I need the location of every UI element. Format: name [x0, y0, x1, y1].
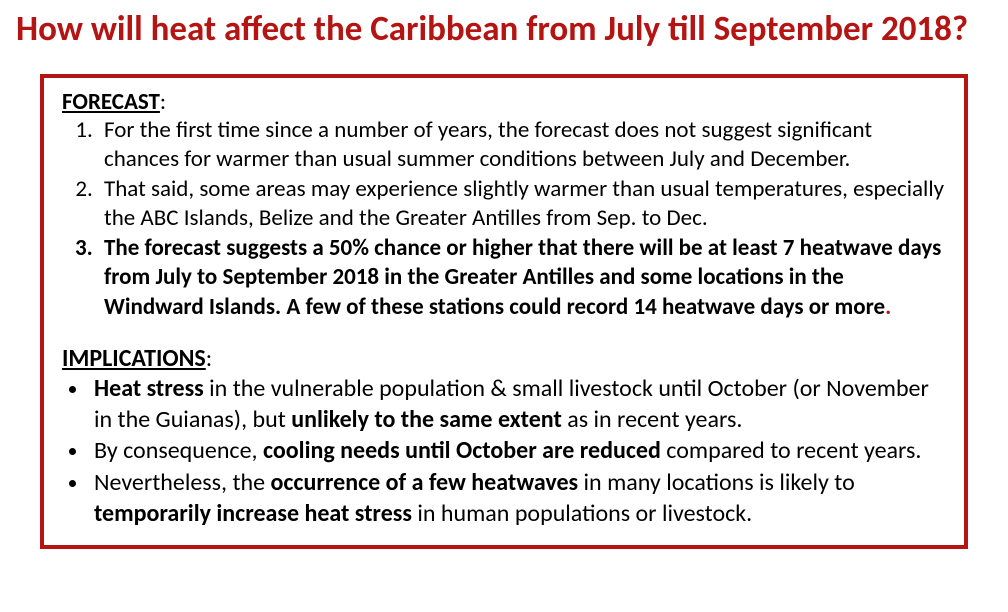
implications-list: Heat stress in the vulnerable population…	[90, 373, 946, 529]
forecast-item-text: That said, some areas may experience sli…	[104, 175, 944, 232]
page-title: How will heat affect the Caribbean from …	[16, 8, 992, 50]
implications-run: as in recent years.	[562, 405, 743, 434]
forecast-colon: :	[160, 88, 166, 116]
forecast-item: For the first time since a number of yea…	[98, 116, 946, 175]
implications-run: temporarily increase heat stress	[94, 499, 412, 528]
implications-run: Heat stress	[94, 374, 204, 403]
forecast-list: For the first time since a number of yea…	[98, 116, 946, 322]
implications-item: By consequence, cooling needs until Octo…	[90, 435, 946, 466]
implications-run: By consequence,	[94, 436, 263, 465]
forecast-label: FORECAST	[62, 88, 160, 116]
implications-run: unlikely to the same extent	[291, 405, 562, 434]
implications-run: cooling needs until October are reduced	[263, 436, 661, 465]
forecast-item-text: The forecast suggests a 50% chance or hi…	[104, 234, 941, 321]
implications-item: Nevertheless, the occurrence of a few he…	[90, 467, 946, 529]
forecast-item: The forecast suggests a 50% chance or hi…	[98, 234, 946, 322]
implications-run: compared to recent years.	[661, 436, 922, 465]
forecast-section: FORECAST: For the first time since a num…	[62, 88, 946, 322]
implications-section: IMPLICATIONS: Heat stress in the vulnera…	[62, 344, 946, 529]
implications-item: Heat stress in the vulnerable population…	[90, 373, 946, 435]
implications-run: in many locations is likely to	[578, 468, 855, 497]
implications-label: IMPLICATIONS	[62, 344, 206, 373]
red-period: .	[885, 293, 891, 321]
implications-run: occurrence of a few heatwaves	[270, 468, 578, 497]
section-gap	[62, 322, 946, 344]
forecast-item: That said, some areas may experience sli…	[98, 175, 946, 234]
forecast-item-text: For the first time since a number of yea…	[104, 116, 872, 173]
implications-colon: :	[206, 344, 212, 373]
content-box: FORECAST: For the first time since a num…	[40, 74, 968, 549]
implications-run: in human populations or livestock.	[412, 499, 752, 528]
implications-run: Nevertheless, the	[94, 468, 270, 497]
